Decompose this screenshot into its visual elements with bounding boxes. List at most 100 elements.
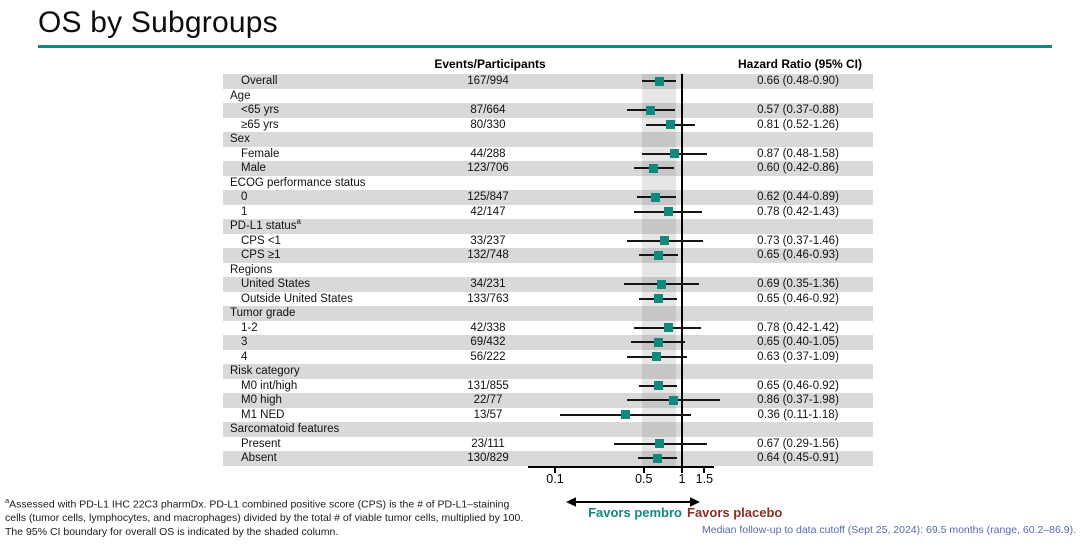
row-hazard-ratio-text: 0.60 (0.42-0.86) bbox=[757, 162, 839, 174]
row-label: Age bbox=[230, 89, 251, 102]
row-label: 4 bbox=[241, 350, 248, 363]
table-row: Tumor grade bbox=[223, 306, 873, 321]
table-row: 4 56/222 0.63 (0.37-1.09) bbox=[223, 350, 873, 365]
row-events-value: 33/237 bbox=[470, 234, 506, 247]
row-hazard-ratio-text: 0.36 (0.11-1.18) bbox=[757, 408, 839, 421]
hr-marker bbox=[651, 192, 661, 202]
row-label: CPS ≥1 bbox=[241, 249, 281, 261]
table-row: Regions bbox=[223, 263, 873, 278]
table-row: PD-L1 statusa bbox=[223, 217, 873, 234]
table-row: CPS ≥1 132/748 0.65 (0.46-0.93) bbox=[223, 248, 873, 263]
table-row: Sex bbox=[223, 132, 873, 147]
hr-marker bbox=[654, 76, 664, 86]
table-row: M0 high 22/77 0.86 (0.37-1.98) bbox=[223, 393, 873, 408]
row-hazard-ratio-text: 0.81 (0.52-1.26) bbox=[757, 118, 839, 131]
x-axis-tick-label: 1 bbox=[678, 472, 686, 486]
row-label: M1 NED bbox=[241, 408, 285, 421]
x-axis-tick-label: 1.5 bbox=[695, 472, 714, 486]
table-row: Overall 167/994 0.66 (0.48-0.90) bbox=[223, 74, 873, 89]
row-hazard-ratio-text: 0.63 (0.37-1.09) bbox=[757, 350, 839, 363]
row-hazard-ratio-text: 0.65 (0.46-0.92) bbox=[757, 379, 839, 392]
row-events-value: 34/231 bbox=[470, 278, 506, 290]
row-label: United States bbox=[241, 278, 311, 290]
table-row: Male 123/706 0.60 (0.42-0.86) bbox=[223, 161, 873, 176]
hr-marker bbox=[669, 395, 679, 405]
footnote: aAssessed with PD-L1 IHC 22C3 pharmDx. P… bbox=[5, 494, 565, 539]
x-axis-line bbox=[528, 466, 714, 468]
table-row: ≥65 yrs 80/330 0.81 (0.52-1.26) bbox=[223, 118, 873, 133]
x-axis-tick bbox=[642, 468, 645, 473]
row-events-value: 44/288 bbox=[470, 147, 506, 160]
row-label: Tumor grade bbox=[230, 307, 296, 319]
reference-line bbox=[681, 74, 683, 467]
table-row: Outside United States 133/763 0.65 (0.46-0… bbox=[223, 292, 873, 307]
row-events-value: 22/77 bbox=[473, 394, 503, 406]
hr-marker bbox=[663, 207, 673, 217]
hr-marker bbox=[663, 323, 673, 333]
hr-marker bbox=[646, 105, 656, 115]
row-label: Risk category bbox=[230, 365, 300, 377]
table-row: Female 44/288 0.87 (0.48-1.58) bbox=[223, 147, 873, 162]
follow-up-note: Median follow-up to data cutoff (Sept 25… bbox=[702, 524, 1076, 536]
table-row: United States 34/231 0.69 (0.35-1.36) bbox=[223, 277, 873, 292]
row-events-value: 123/706 bbox=[467, 162, 509, 174]
row-hazard-ratio-text: 0.73 (0.37-1.46) bbox=[757, 234, 839, 247]
row-label: ≥65 yrs bbox=[241, 118, 279, 131]
hr-marker bbox=[653, 294, 663, 304]
hr-marker bbox=[621, 410, 631, 420]
hr-marker bbox=[660, 236, 670, 246]
row-events-value: 56/222 bbox=[470, 350, 506, 363]
row-events-value: 69/432 bbox=[470, 336, 506, 348]
hr-marker bbox=[649, 163, 659, 173]
row-events-value: 80/330 bbox=[470, 118, 506, 131]
row-label: Absent bbox=[241, 452, 277, 464]
x-axis-tick bbox=[703, 468, 706, 473]
hr-marker bbox=[652, 352, 662, 362]
footnote-superscript: a bbox=[5, 496, 10, 505]
favors-placebo-label: Favors placebo bbox=[687, 505, 783, 520]
row-events-value: 42/147 bbox=[470, 205, 506, 218]
footnote-line-1: aAssessed with PD-L1 IHC 22C3 pharmDx. P… bbox=[5, 496, 510, 511]
row-label-superscript: a bbox=[296, 217, 301, 227]
table-row: 0 125/847 0.62 (0.44-0.89) bbox=[223, 190, 873, 205]
table-row: Sarcomatoid features bbox=[223, 422, 873, 437]
favors-pembro-label: Favors pembro bbox=[588, 505, 682, 520]
x-axis-tick bbox=[681, 468, 683, 473]
row-hazard-ratio-text: 0.57 (0.37-0.88) bbox=[757, 104, 839, 116]
row-events-value: 133/763 bbox=[467, 292, 509, 305]
table-row: Risk category bbox=[223, 364, 873, 379]
hr-marker bbox=[653, 250, 663, 260]
row-label: Male bbox=[241, 162, 266, 174]
hr-marker bbox=[669, 149, 679, 159]
table-row: 1-2 42/338 0.78 (0.42-1.42) bbox=[223, 321, 873, 336]
row-label: CPS <1 bbox=[241, 234, 281, 247]
row-events-value: 125/847 bbox=[467, 191, 509, 203]
row-hazard-ratio-text: 0.78 (0.42-1.42) bbox=[757, 321, 839, 334]
table-row: M0 int/high 131/855 0.65 (0.46-0.92) bbox=[223, 379, 873, 394]
page-title: OS by Subgroups bbox=[38, 6, 278, 39]
row-label: Outside United States bbox=[241, 292, 353, 305]
table-row: Present 23/111 0.67 (0.29-1.56) bbox=[223, 437, 873, 452]
x-axis-tick-label: 0.1 bbox=[546, 472, 564, 486]
row-hazard-ratio-text: 0.67 (0.29-1.56) bbox=[757, 437, 839, 450]
row-label: 0 bbox=[241, 191, 248, 203]
row-label: Overall bbox=[241, 75, 278, 87]
table-row: CPS <1 33/237 0.73 (0.37-1.46) bbox=[223, 234, 873, 249]
hr-marker bbox=[653, 337, 663, 347]
row-label: Sex bbox=[230, 133, 250, 145]
row-hazard-ratio-text: 0.86 (0.37-1.98) bbox=[757, 394, 839, 406]
row-label: M0 int/high bbox=[241, 379, 298, 392]
column-header-hazard-ratio: Hazard Ratio (95% CI) bbox=[737, 57, 863, 71]
row-label: PD-L1 statusa bbox=[230, 217, 301, 232]
hr-marker bbox=[665, 120, 675, 130]
row-hazard-ratio-text: 0.65 (0.40-1.05) bbox=[757, 336, 839, 348]
x-axis-tick-label: 0.5 bbox=[635, 472, 653, 486]
title-underline bbox=[38, 45, 1052, 48]
row-hazard-ratio-text: 0.66 (0.48-0.90) bbox=[757, 75, 839, 87]
table-row: 3 69/432 0.65 (0.40-1.05) bbox=[223, 335, 873, 350]
row-label: 1-2 bbox=[241, 321, 258, 334]
column-header-events: Events/Participants bbox=[434, 57, 546, 71]
row-hazard-ratio-text: 0.65 (0.46-0.93) bbox=[757, 249, 839, 261]
table-row: <65 yrs 87/664 0.57 (0.37-0.88) bbox=[223, 103, 873, 118]
